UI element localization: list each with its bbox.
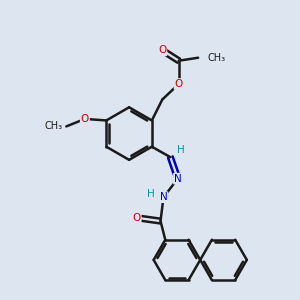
Text: CH₃: CH₃ xyxy=(45,122,63,131)
Text: H: H xyxy=(177,145,185,155)
Text: O: O xyxy=(81,114,89,124)
Text: CH₃: CH₃ xyxy=(208,53,226,63)
Text: O: O xyxy=(133,213,141,223)
Text: N: N xyxy=(160,192,167,202)
Text: N: N xyxy=(174,174,182,184)
Text: O: O xyxy=(158,45,166,55)
Text: H: H xyxy=(147,189,155,199)
Text: O: O xyxy=(175,79,183,89)
